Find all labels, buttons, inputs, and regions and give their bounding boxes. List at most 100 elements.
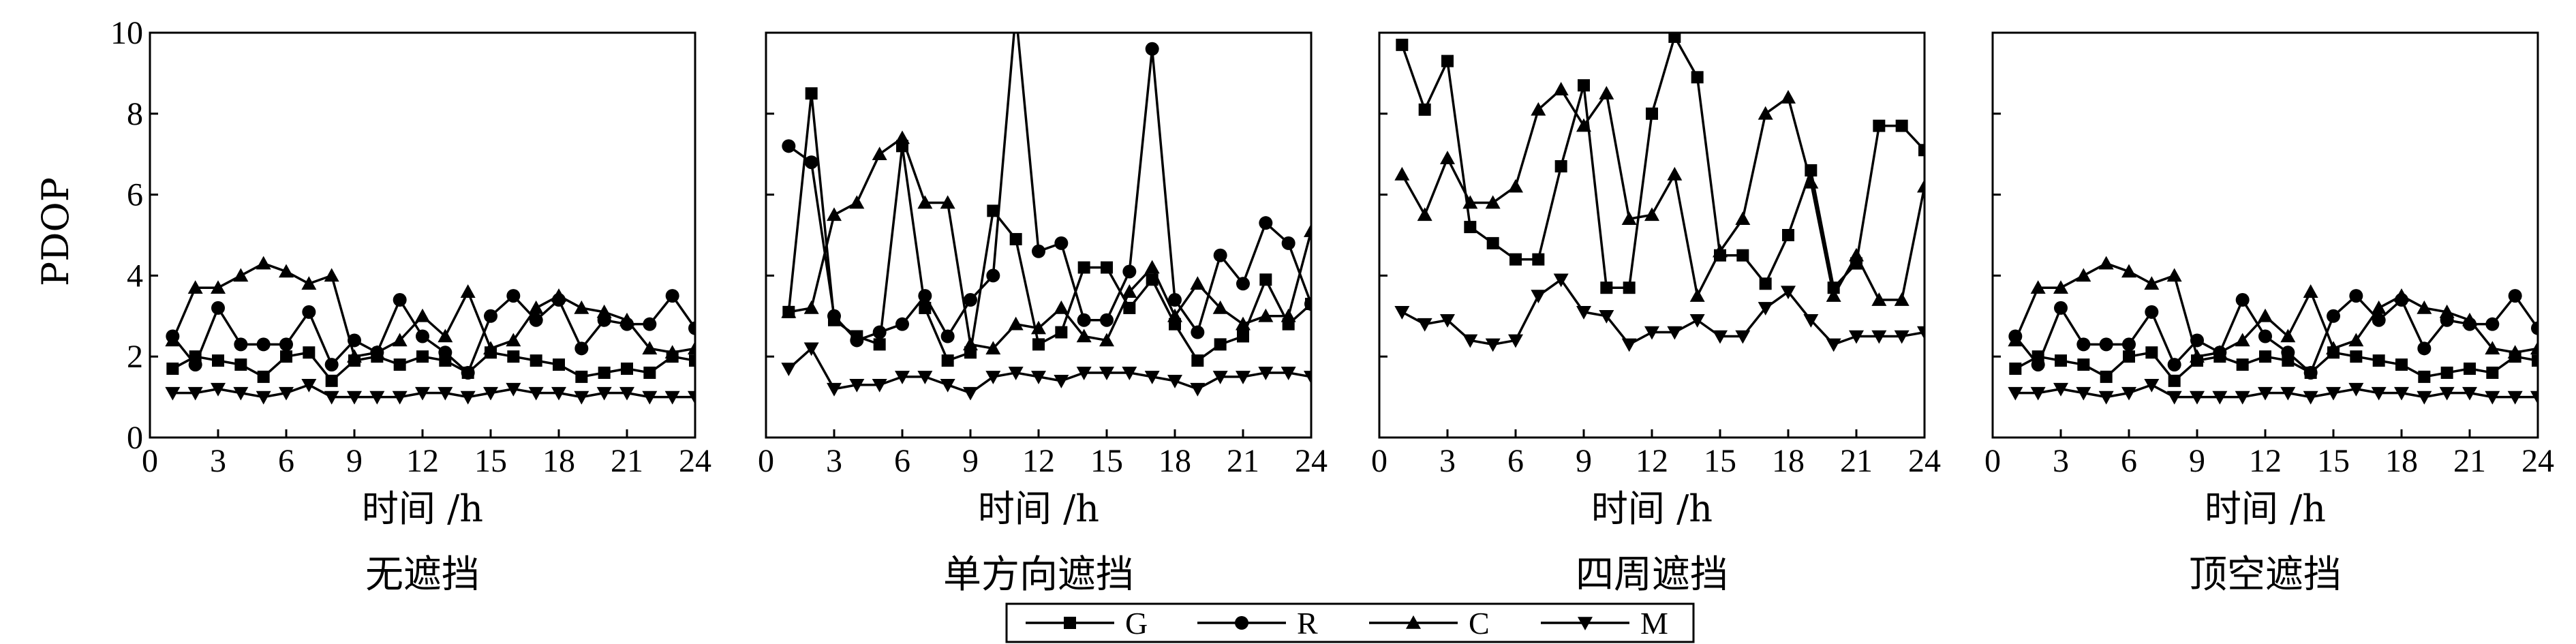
point-C [1803, 174, 1819, 189]
panel-subtitle: 四周遮挡 [1576, 553, 1728, 597]
point-M [233, 386, 249, 401]
point-C [895, 130, 910, 144]
point-M [1894, 330, 1910, 344]
point-C [574, 300, 589, 314]
point-R [688, 321, 695, 335]
point-C [1576, 118, 1591, 132]
point-C [528, 300, 544, 314]
point-R [2054, 301, 2068, 315]
point-G [1578, 79, 1590, 92]
point-G [530, 354, 542, 367]
point-G [212, 354, 224, 367]
series-line-C [1400, 88, 1925, 301]
point-M [2190, 390, 2205, 405]
point-M [1553, 273, 1569, 288]
point-G [987, 204, 1000, 217]
panel-4: 0 3 6 9 12 15 18 21 24 时间 /h 顶空遮挡 [1984, 31, 2554, 597]
point-G [2077, 358, 2090, 371]
point-M [551, 386, 566, 401]
legend-marker [1406, 615, 1421, 629]
point-M [688, 390, 695, 405]
point-R [2531, 321, 2538, 335]
point-M [1576, 306, 1591, 320]
x-tick-label: 18 [1772, 443, 1805, 479]
point-C [1394, 166, 1410, 181]
x-tick-label: 21 [2453, 443, 2486, 479]
point-G [1009, 232, 1022, 245]
point-C [803, 300, 819, 314]
x-tick-label: 9 [346, 443, 363, 479]
point-M [165, 386, 181, 401]
x-tick-label: 6 [2121, 443, 2137, 479]
panel-3: 0 3 6 9 12 15 18 21 24 时间 /h 四周遮挡 [1371, 31, 1941, 597]
point-G [2145, 346, 2158, 359]
point-M [1190, 382, 1206, 397]
point-C [2258, 308, 2273, 322]
point-G [1396, 38, 1409, 51]
point-G [919, 301, 932, 314]
point-C [1099, 333, 1114, 347]
point-R [1122, 264, 1137, 279]
point-R [2303, 365, 2318, 380]
point-C [2417, 300, 2432, 314]
point-G [1486, 236, 1499, 249]
point-G [1441, 55, 1454, 67]
point-M [187, 386, 203, 401]
point-C [1849, 247, 1864, 262]
point-R [211, 301, 225, 315]
point-M [1417, 318, 1432, 332]
point-M [1599, 310, 1614, 324]
point-R [279, 337, 293, 352]
point-M [2348, 382, 2364, 397]
point-C [1621, 211, 1637, 226]
x-tick-label: 24 [2521, 443, 2554, 479]
x-tick-label: 12 [1022, 443, 1055, 479]
point-G [805, 87, 818, 100]
point-G [2418, 370, 2431, 383]
series-G [166, 346, 695, 387]
point-C [2530, 341, 2538, 355]
point-C [347, 349, 362, 363]
point-C [2326, 341, 2341, 355]
point-G [1032, 338, 1045, 351]
point-M [2371, 386, 2387, 401]
point-C [664, 345, 680, 359]
point-C [551, 288, 566, 302]
point-G [280, 350, 292, 363]
x-tick-label: 18 [1159, 443, 1191, 479]
point-R [2031, 358, 2045, 372]
point-M [1281, 367, 1296, 380]
x-tick-label: 21 [1227, 443, 1259, 479]
point-M [1031, 371, 1046, 384]
point-R [1145, 42, 1159, 56]
point-M [1054, 375, 1069, 388]
point-C [2144, 276, 2160, 290]
point-M [369, 390, 385, 405]
point-R [2372, 313, 2386, 327]
point-G [1736, 249, 1749, 262]
point-M [2166, 390, 2182, 405]
point-G [941, 354, 954, 367]
point-G [1191, 354, 1204, 367]
point-G [575, 370, 588, 383]
point-C [2348, 333, 2364, 347]
x-tick-label: 9 [1576, 443, 1592, 479]
point-M [1167, 375, 1182, 388]
legend-entry-G: G [1026, 606, 1148, 641]
point-M [1122, 367, 1137, 380]
point-M [1644, 326, 1659, 340]
x-tick-label: 3 [2053, 443, 2069, 479]
point-M [1849, 330, 1864, 344]
point-M [2144, 378, 2160, 393]
point-C [2053, 280, 2068, 294]
point-R [804, 155, 818, 170]
x-tick-label: 0 [142, 443, 158, 479]
point-C [2190, 349, 2205, 363]
point-M [2053, 382, 2068, 397]
legend-label: G [1125, 606, 1148, 641]
point-M [985, 371, 1001, 384]
point-G [2440, 366, 2453, 379]
series-line-C [788, 136, 1311, 350]
point-M [596, 386, 612, 401]
